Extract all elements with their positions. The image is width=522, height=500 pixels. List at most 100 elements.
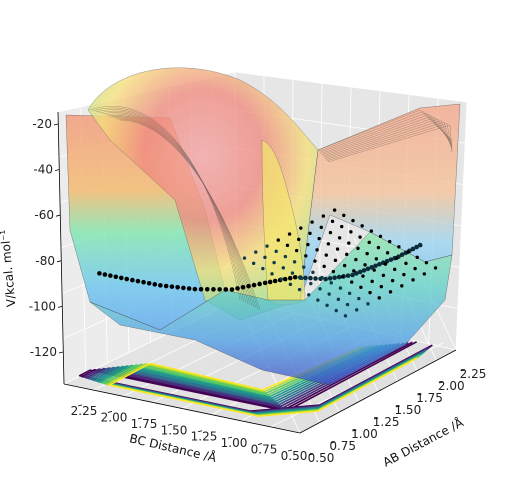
mesh-line: [323, 118, 453, 158]
z-axis-title: V/kcal. mol⁻¹: [0, 229, 18, 308]
trajectory-point: [308, 231, 312, 236]
mesh-line: [321, 115, 453, 155]
tick-mark: [54, 169, 60, 171]
trajectory-point: [306, 242, 310, 247]
trajectory-point: [198, 286, 204, 292]
trajectory-point: [355, 308, 359, 312]
trajectory-point: [345, 252, 349, 257]
y-tick-label: 1.75: [131, 417, 158, 431]
trajectory-point: [324, 253, 328, 257]
mesh-line: [119, 119, 261, 311]
tick-mark: [137, 417, 143, 420]
trajectory-point: [118, 275, 124, 281]
trajectory-point: [377, 261, 382, 267]
trajectory-point: [325, 303, 329, 308]
trajectory-point: [385, 251, 390, 255]
trajectory-point: [169, 284, 175, 289]
trajectory-point: [388, 257, 394, 262]
trajectory-point: [318, 287, 322, 291]
trajectory-point: [287, 232, 292, 236]
trajectory-point: [358, 235, 362, 239]
trajectory-point: [152, 282, 158, 287]
x-tick-label: 0.75: [329, 439, 356, 453]
trajectory-point: [381, 273, 386, 278]
trajectory-point: [323, 276, 328, 282]
tick-mark: [374, 417, 379, 420]
tick-mark: [56, 260, 62, 263]
trajectory-point: [333, 258, 338, 263]
trajectory-point: [331, 269, 336, 274]
tick-mark: [57, 306, 63, 308]
trajectory-point: [411, 278, 415, 282]
trajectory-point: [251, 282, 257, 288]
trajectory-point: [309, 281, 313, 286]
tick-mark: [107, 411, 113, 413]
trajectory-point: [334, 308, 338, 313]
trajectory-point: [319, 225, 323, 230]
trajectory-point: [279, 277, 283, 281]
trajectory-point: [340, 224, 344, 229]
trajectory-point: [317, 236, 321, 241]
trajectory-point: [384, 258, 390, 264]
trajectory-point: [356, 246, 360, 251]
trajectory-point: [336, 297, 341, 302]
trajectory-point: [292, 260, 297, 264]
trajectory-point: [357, 296, 361, 301]
trajectory-point: [372, 268, 376, 272]
trajectory-point: [354, 257, 358, 262]
z-tick-label: -20: [32, 117, 52, 131]
trajectory-point: [365, 266, 371, 272]
trajectory-point: [299, 276, 304, 281]
floor-contours: [78, 341, 433, 417]
trajectory-point: [417, 242, 423, 248]
trajectory-point: [424, 260, 429, 265]
trajectory-point: [311, 270, 315, 275]
mesh-line: [327, 124, 453, 163]
trajectory-point: [240, 284, 246, 290]
trajectory-point: [315, 248, 319, 252]
trajectory-point: [369, 229, 374, 233]
trajectory-point: [370, 279, 374, 284]
trajectory-point: [287, 275, 293, 281]
trajectory-point: [141, 279, 146, 285]
z-tick-label: -60: [34, 208, 54, 222]
tick-mark: [77, 404, 83, 407]
trajectory-point: [181, 285, 186, 291]
trajectory-point: [329, 281, 333, 285]
trajectory-point: [342, 213, 346, 218]
trajectory-point: [343, 314, 348, 318]
tick-mark: [227, 436, 233, 439]
trajectory-point: [251, 261, 256, 266]
trajectory-point: [186, 286, 192, 291]
x-tick-label: 1.25: [373, 415, 400, 429]
trajectory-point: [113, 274, 119, 280]
x-tick-label: 0.50: [308, 451, 335, 465]
z-tick-label: -100: [29, 299, 56, 313]
trajectory-point: [392, 267, 397, 272]
trajectory-point: [327, 292, 331, 296]
tick-mark: [287, 449, 293, 452]
trajectory-point: [321, 214, 326, 218]
trajectory-point: [292, 274, 298, 280]
tick-mark: [439, 381, 444, 384]
z-tick-label: -120: [30, 345, 57, 359]
trajectory-point: [402, 272, 406, 277]
trajectory-point: [345, 302, 350, 307]
trajectory-point: [285, 243, 290, 248]
trajectory-point: [97, 271, 102, 276]
trajectory-point: [328, 230, 333, 235]
mesh-line: [324, 120, 453, 159]
trajectory-point: [340, 275, 345, 279]
trajectory-point: [422, 272, 427, 276]
y-tick-label: 1.25: [191, 430, 218, 444]
trajectory-point: [297, 287, 302, 292]
trajectory-point: [404, 261, 408, 266]
trajectory-point: [347, 291, 352, 296]
contour-line: [108, 346, 417, 417]
trajectory-point: [304, 254, 308, 258]
trajectory-point: [352, 269, 356, 273]
trajectory-point: [387, 239, 392, 244]
y-tick-label: 2.00: [101, 410, 128, 424]
trajectory-point: [322, 264, 326, 269]
